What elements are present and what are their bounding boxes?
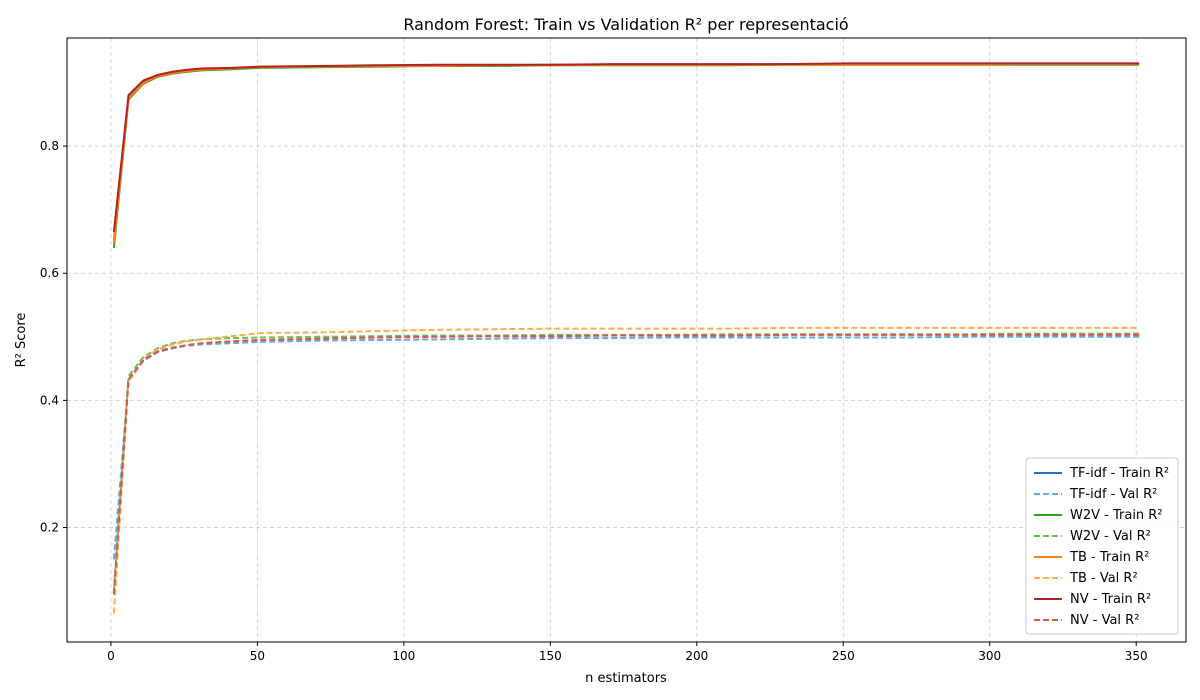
- series-line-6: [112, 62, 1140, 233]
- legend-label: TF-idf - Train R²: [1069, 466, 1169, 481]
- legend-label: TB - Val R²: [1069, 571, 1138, 586]
- y-tick-label: 0.6: [40, 266, 59, 280]
- legend-label: TB - Train R²: [1069, 550, 1149, 565]
- series-line-4: [112, 63, 1140, 243]
- x-tick-label: 250: [832, 649, 855, 663]
- legend-label: NV - Val R²: [1070, 613, 1139, 628]
- y-axis-label: R² Score: [14, 313, 29, 368]
- x-tick-label: 200: [685, 649, 708, 663]
- y-tick-label: 0.8: [40, 139, 59, 153]
- series-line-1: [112, 335, 1140, 560]
- y-tick-label: 0.2: [40, 521, 59, 535]
- series-line-7: [112, 333, 1140, 595]
- legend-label: W2V - Val R²: [1070, 529, 1151, 544]
- legend-label: W2V - Train R²: [1070, 508, 1163, 523]
- x-axis: 0 50 100 150 200 250 300 350: [107, 642, 1148, 663]
- legend-box: [1025, 457, 1179, 635]
- series-line-5: [112, 326, 1140, 614]
- chart-title: Random Forest: Train vs Validation R² pe…: [403, 15, 848, 34]
- plot-frame: [66, 37, 1187, 643]
- legend-label: NV - Train R²: [1070, 592, 1151, 607]
- series-line-3: [112, 332, 1140, 592]
- x-tick-label: 50: [250, 649, 265, 663]
- y-axis: 0.2 0.4 0.6 0.8: [40, 139, 67, 535]
- x-tick-label: 350: [1125, 649, 1148, 663]
- x-axis-label: n estimators: [585, 671, 667, 686]
- legend-label: TF-idf - Val R²: [1069, 487, 1157, 502]
- series-line-0: [112, 63, 1140, 241]
- x-tick-label: 300: [978, 649, 1001, 663]
- series-layer: [112, 62, 1140, 614]
- series-line-2: [112, 63, 1140, 248]
- y-tick-label: 0.4: [40, 393, 59, 407]
- grid: [67, 38, 1186, 642]
- x-tick-label: 0: [107, 649, 115, 663]
- x-tick-label: 150: [539, 649, 562, 663]
- legend: TF-idf - Train R² TF-idf - Val R² W2V - Tr…: [1025, 457, 1179, 635]
- x-tick-label: 100: [392, 649, 415, 663]
